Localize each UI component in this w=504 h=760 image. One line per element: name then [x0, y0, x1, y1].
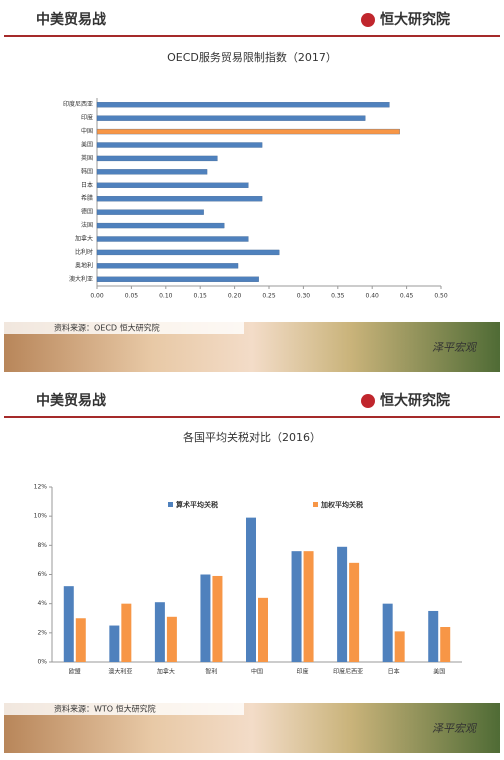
bar — [303, 551, 314, 662]
brand: 恒大研究院 — [380, 392, 450, 409]
bar — [96, 196, 263, 202]
bar — [291, 551, 302, 662]
x-tick-label: 中国 — [251, 668, 263, 676]
bar — [96, 142, 263, 148]
x-tick-label: 0.10 — [159, 293, 173, 300]
x-tick-label: 0.25 — [262, 293, 276, 300]
bar — [96, 276, 259, 282]
y-tick-label: 中国 — [81, 127, 93, 135]
y-tick-label: 法国 — [81, 221, 93, 229]
y-tick-label: 德国 — [81, 208, 93, 216]
header-rule — [4, 35, 500, 37]
y-tick-label: 6% — [37, 571, 47, 578]
source: 资料来源：WTO 恒大研究院 — [54, 704, 156, 714]
y-tick-label: 0% — [37, 659, 47, 666]
y-tick-label: 澳大利亚 — [69, 275, 93, 283]
bar — [121, 603, 132, 662]
y-tick-label: 12% — [34, 484, 48, 491]
y-tick-label: 10% — [34, 513, 48, 520]
x-tick-label: 0.40 — [366, 293, 380, 300]
bar — [96, 209, 204, 215]
x-tick-label: 加拿大 — [157, 668, 175, 676]
bar — [96, 236, 249, 242]
x-tick-label: 0.05 — [125, 293, 139, 300]
bar — [96, 115, 366, 121]
y-tick-label: 希腊 — [81, 194, 93, 202]
y-tick-label: 奥地利 — [75, 261, 93, 269]
logo-icon — [361, 394, 375, 408]
x-tick-label: 智利 — [205, 668, 217, 676]
bar — [258, 597, 268, 662]
bar — [96, 155, 218, 162]
watermark: 泽平宏观 — [432, 341, 478, 354]
source-bg — [4, 703, 244, 715]
bar — [96, 222, 225, 229]
source-bg — [4, 322, 244, 334]
y-tick-label: 印度 — [81, 114, 93, 122]
source: 资料来源：OECD 恒大研究院 — [54, 323, 160, 333]
bar — [96, 128, 400, 135]
bar — [96, 182, 249, 188]
legend-label: 加权平均关税 — [320, 500, 363, 509]
bar — [394, 631, 405, 662]
x-tick-label: 0.45 — [400, 293, 414, 300]
brand: 恒大研究院 — [380, 11, 450, 28]
bar — [96, 102, 390, 108]
x-tick-label: 0.30 — [297, 293, 311, 300]
bar — [154, 602, 165, 662]
y-tick-label: 日本 — [81, 181, 93, 189]
bar — [96, 263, 239, 269]
x-tick-label: 澳大利亚 — [108, 668, 132, 676]
legend-label: 算术平均关税 — [175, 500, 218, 509]
x-tick-label: 0.50 — [434, 293, 448, 300]
bar — [75, 618, 86, 662]
x-tick-label: 0.15 — [194, 293, 208, 300]
legend-swatch — [168, 502, 173, 507]
x-tick-label: 美国 — [433, 668, 445, 676]
bar — [200, 574, 211, 662]
bar — [109, 625, 120, 662]
y-tick-label: 比利时 — [75, 248, 93, 256]
x-tick-label: 欧盟 — [69, 668, 81, 676]
x-tick-label: 0.20 — [228, 293, 242, 300]
bar — [246, 517, 256, 662]
bar — [349, 562, 360, 662]
x-tick-label: 印度 — [297, 668, 309, 676]
y-tick-label: 8% — [37, 542, 47, 549]
bar — [96, 169, 208, 175]
bar — [96, 249, 280, 256]
watermark: 泽平宏观 — [432, 722, 478, 735]
bar — [428, 610, 439, 662]
y-tick-label: 2% — [37, 629, 47, 636]
y-tick-label: 美国 — [81, 141, 93, 149]
bar — [212, 575, 223, 662]
logo-icon — [361, 13, 375, 27]
x-tick-label: 日本 — [388, 668, 400, 676]
y-tick-label: 印度尼西亚 — [63, 100, 93, 108]
x-tick-label: 0.35 — [331, 293, 345, 300]
chart-title: OECD服务贸易限制指数（2017） — [167, 50, 337, 64]
chart-title: 各国平均关税对比（2016） — [183, 430, 321, 444]
bar — [382, 603, 393, 662]
y-tick-label: 4% — [37, 600, 47, 607]
bar — [440, 627, 451, 662]
bar — [166, 616, 177, 662]
x-tick-label: 印度尼西亚 — [333, 668, 363, 676]
y-tick-label: 韩国 — [81, 167, 93, 175]
y-tick-label: 加拿大 — [75, 235, 93, 243]
bar — [63, 586, 74, 662]
legend-swatch — [313, 502, 318, 507]
header-rule — [4, 416, 500, 418]
x-tick-label: 0.00 — [90, 293, 104, 300]
slide-header: 中美贸易战 — [36, 392, 106, 409]
slide-header: 中美贸易战 — [36, 11, 106, 28]
y-tick-label: 英国 — [81, 154, 93, 162]
bar — [337, 546, 348, 662]
